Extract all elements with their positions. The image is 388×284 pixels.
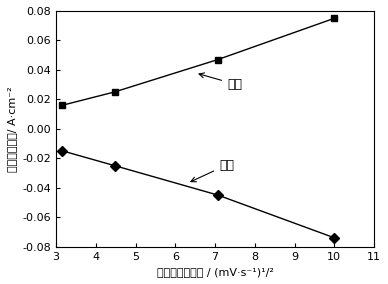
- Text: 阴极: 阴极: [191, 158, 234, 182]
- X-axis label: 扯描速率平方根 / (mV·s⁻¹)¹/²: 扯描速率平方根 / (mV·s⁻¹)¹/²: [157, 267, 274, 277]
- Text: 阳极: 阳极: [199, 73, 242, 91]
- Y-axis label: 峰値电流密度/ A·cm⁻²: 峰値电流密度/ A·cm⁻²: [7, 86, 17, 172]
